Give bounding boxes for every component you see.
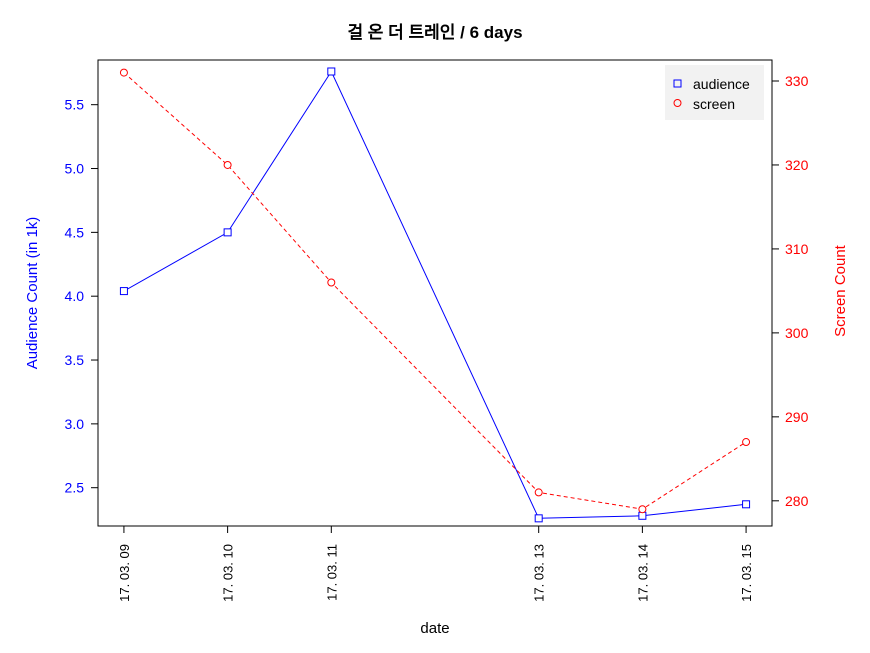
data-point-audience	[223, 228, 232, 237]
data-point-audience	[327, 67, 336, 76]
x-tick-label: 17. 03. 13	[532, 544, 547, 602]
right-axis: 280 290 300 310 320 330	[771, 73, 809, 509]
x-axis-label: date	[420, 620, 449, 637]
data-point-screen	[742, 438, 751, 447]
left-tick-label: 5.5	[65, 97, 85, 113]
right-tick-label: 280	[785, 493, 809, 509]
data-point-screen	[119, 68, 128, 77]
x-tick-label: 17. 03. 11	[324, 544, 339, 601]
x-tick-label: 17. 03. 14	[635, 544, 650, 602]
data-point-audience	[742, 500, 751, 509]
series-layer	[119, 67, 751, 523]
left-axis: 2.5 3.0 3.5 4.0 4.5 5.0 5.5	[65, 97, 99, 496]
left-tick-label: 4.0	[65, 288, 85, 304]
left-tick-label: 4.5	[65, 224, 85, 240]
series-line-screen	[123, 72, 747, 510]
left-axis-label: Audience Count (in 1k)	[24, 217, 41, 370]
right-tick-label: 300	[785, 325, 809, 341]
x-tick-label: 17. 03. 15	[739, 544, 754, 602]
data-point-screen	[534, 488, 543, 497]
left-tick-label: 3.5	[65, 352, 85, 368]
right-tick-label: 320	[785, 157, 809, 173]
series-line-audience	[123, 70, 747, 519]
legend: audience screen	[665, 65, 764, 120]
data-point-screen	[327, 278, 336, 287]
chart-title: 걸 온 더 트레인 / 6 days	[347, 23, 522, 42]
legend-audience-marker	[673, 79, 682, 88]
data-point-audience	[119, 287, 128, 296]
x-tick-label: 17. 03. 10	[221, 544, 236, 602]
legend-screen-marker	[673, 99, 682, 107]
right-tick-label: 290	[785, 409, 809, 425]
data-point-screen	[223, 160, 232, 169]
right-axis-label: Screen Count	[832, 244, 849, 337]
right-tick-label: 330	[785, 73, 809, 89]
legend-box	[665, 65, 764, 120]
data-point-screen	[638, 505, 647, 514]
left-tick-label: 2.5	[65, 480, 85, 496]
left-tick-label: 3.0	[65, 416, 85, 432]
data-point-audience	[534, 514, 543, 523]
data-point-audience	[638, 511, 647, 520]
x-axis: 17. 03. 09 17. 03. 10 17. 03. 11 17. 03. 13…	[117, 525, 754, 602]
legend-audience-label: audience	[693, 76, 750, 92]
left-tick-label: 5.0	[65, 161, 85, 177]
right-tick-label: 310	[785, 241, 809, 257]
x-tick-label: 17. 03. 09	[117, 544, 132, 602]
legend-screen-label: screen	[693, 96, 735, 112]
